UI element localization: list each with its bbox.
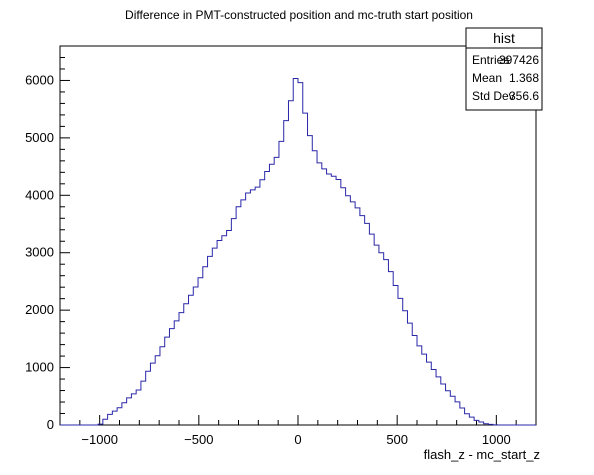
y-tick-label: 6000 bbox=[25, 72, 54, 87]
x-tick-label: 1000 bbox=[482, 432, 511, 447]
y-tick-label: 3000 bbox=[25, 245, 54, 260]
y-tick-label: 0 bbox=[47, 417, 54, 432]
stats-entries-value: 397426 bbox=[499, 53, 539, 67]
stats-mean-label: Mean bbox=[472, 71, 502, 85]
stats-box-title: hist bbox=[493, 30, 515, 46]
x-axis: −1000 −500 0 500 1000 bbox=[60, 415, 536, 447]
y-tick-label: 1000 bbox=[25, 360, 54, 375]
stats-mean-value: 1.368 bbox=[509, 71, 539, 85]
chart-title: Difference in PMT-constructed position a… bbox=[125, 8, 473, 22]
x-tick-label: 500 bbox=[386, 432, 408, 447]
y-tick-label: 2000 bbox=[25, 302, 54, 317]
x-axis-label: flash_z - mc_start_z bbox=[424, 447, 540, 462]
x-tick-label: 0 bbox=[294, 432, 301, 447]
histogram-line bbox=[60, 79, 536, 425]
stats-stddev-value: 356.6 bbox=[509, 89, 539, 103]
y-axis: 0 1000 2000 3000 4000 5000 6000 bbox=[25, 57, 70, 432]
plot-frame bbox=[60, 46, 536, 425]
x-tick-label: −1000 bbox=[81, 432, 118, 447]
stats-box: hist Entries 397426 Mean 1.368 Std Dev 3… bbox=[466, 28, 542, 110]
y-tick-label: 4000 bbox=[25, 187, 54, 202]
x-tick-label: −500 bbox=[184, 432, 213, 447]
y-tick-label: 5000 bbox=[25, 130, 54, 145]
